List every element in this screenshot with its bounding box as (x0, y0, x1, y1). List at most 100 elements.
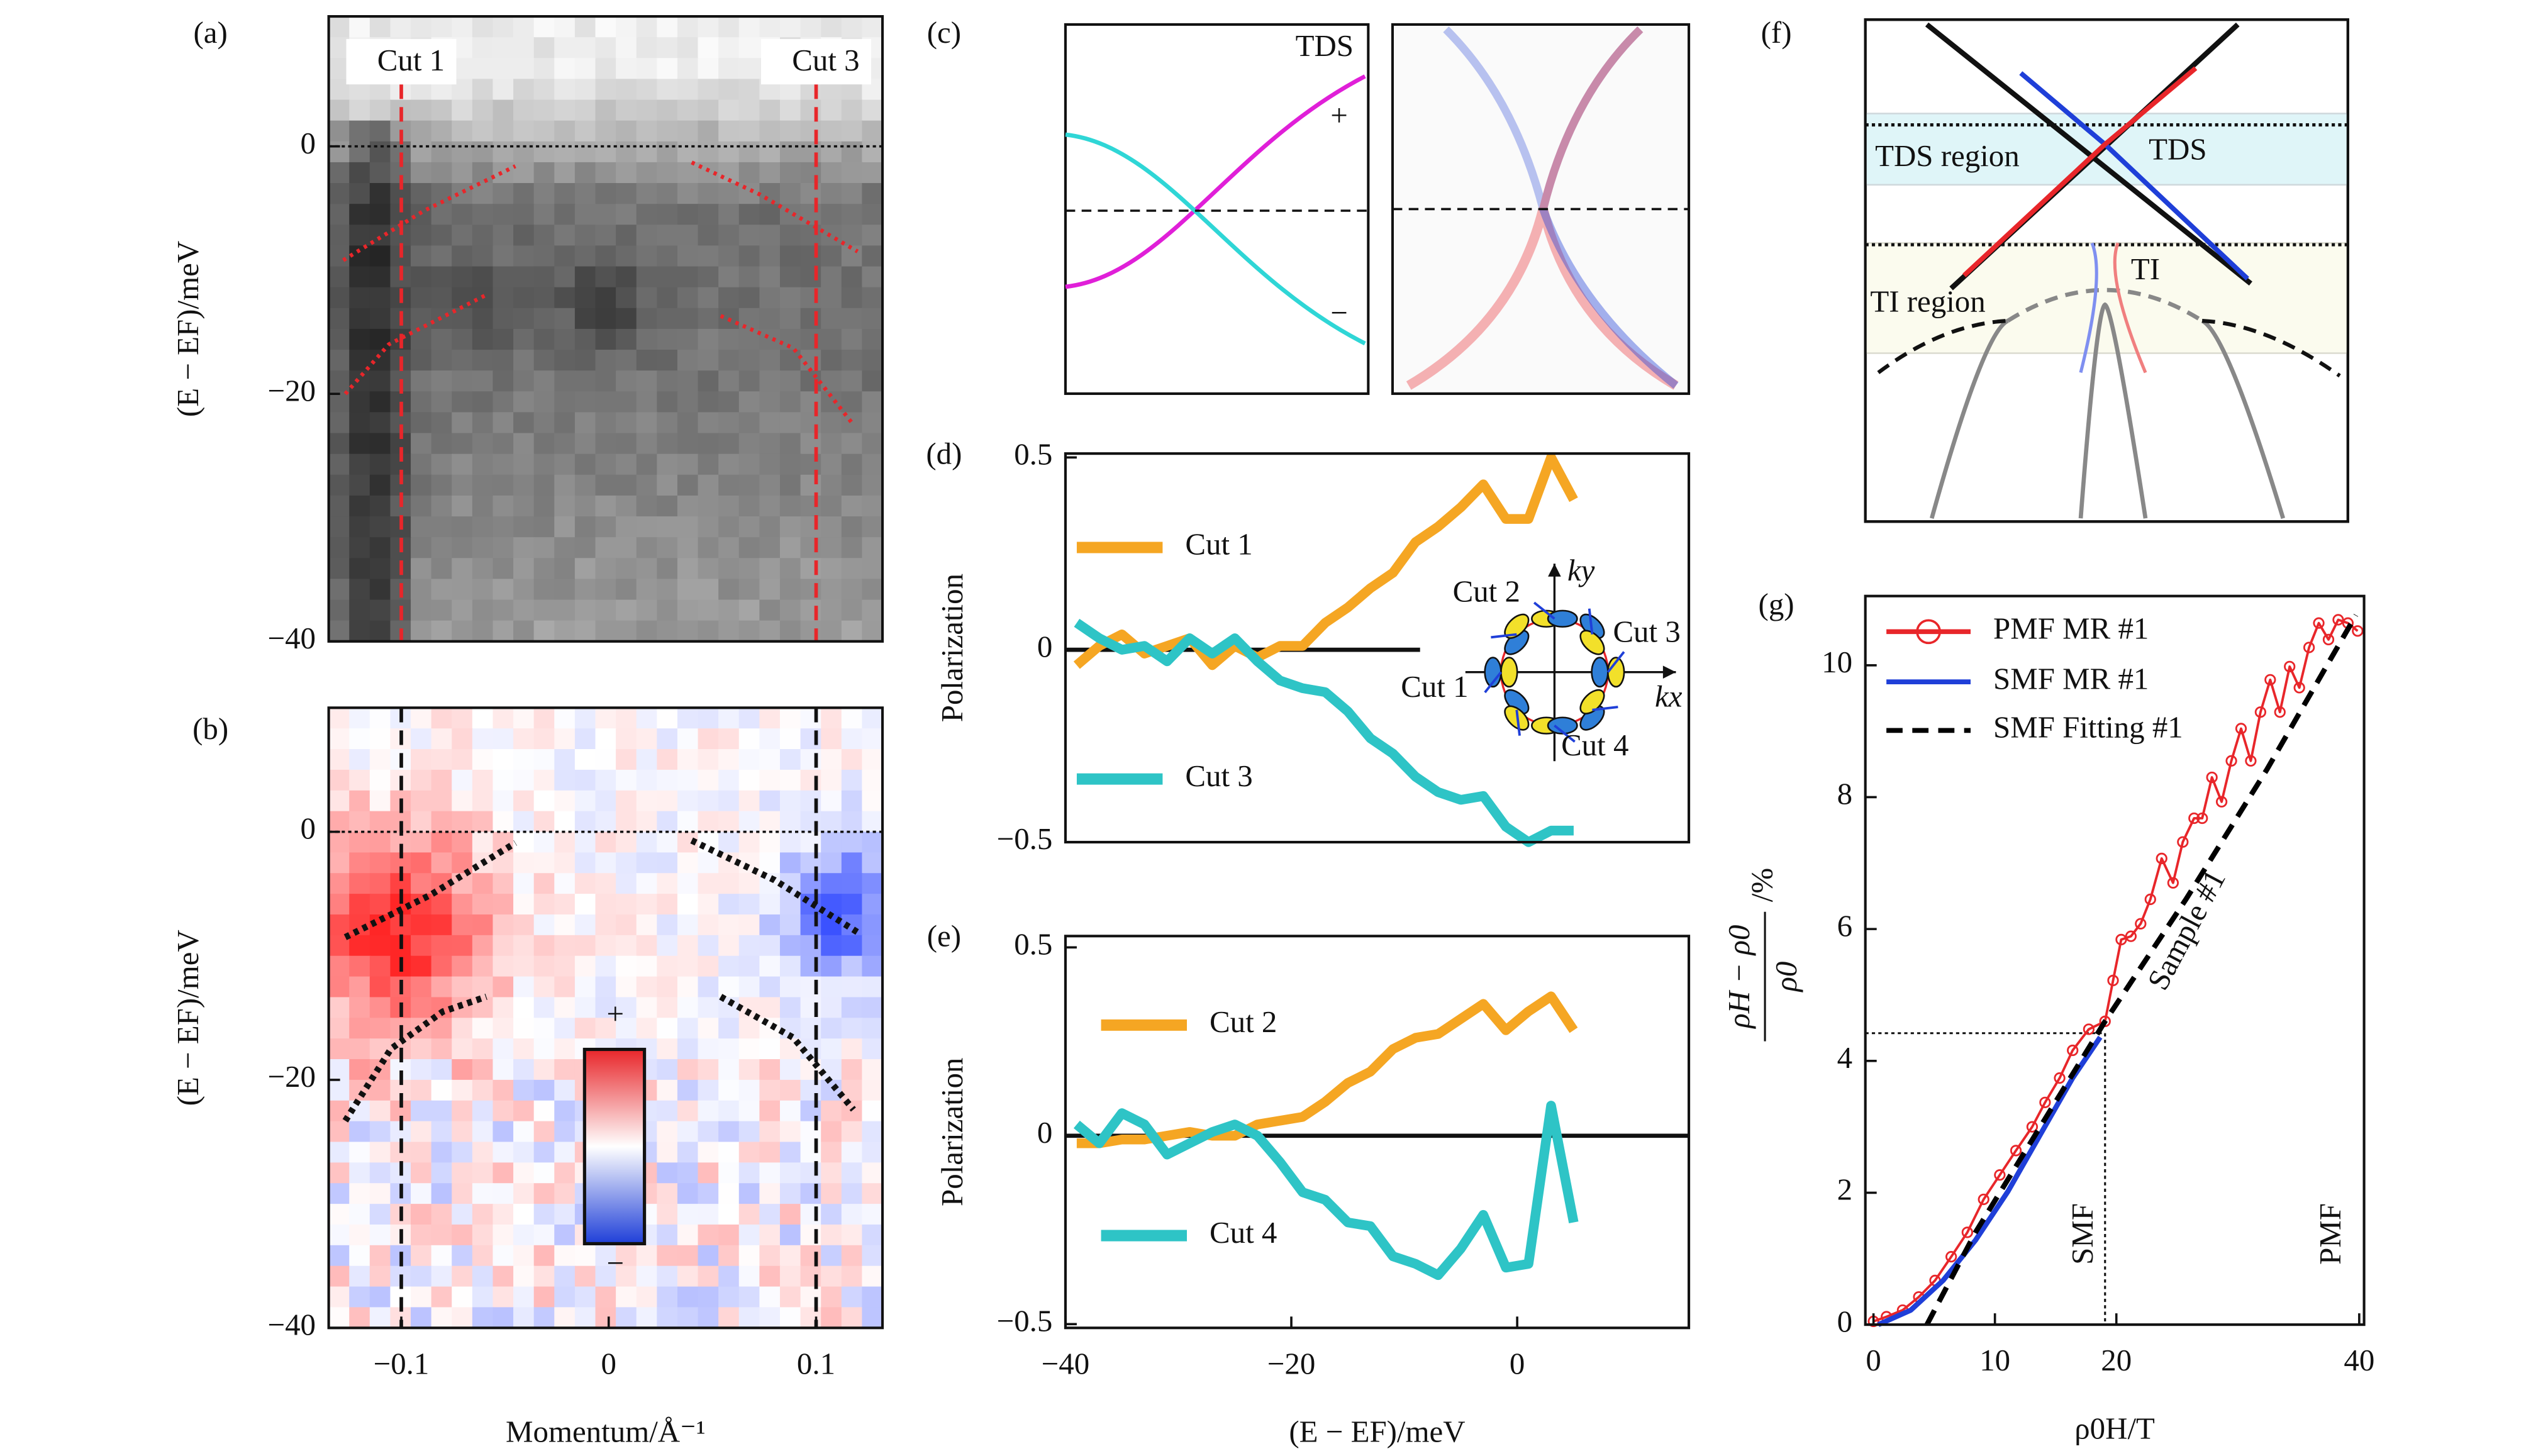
heatmap-cell (738, 433, 760, 455)
heatmap-cell (677, 790, 699, 813)
heatmap-cell (595, 37, 617, 59)
heatmap-cell (616, 141, 638, 164)
heatmap-cell (677, 1100, 699, 1123)
spin-arrow (1606, 651, 1625, 673)
heatmap-cell (718, 1142, 740, 1164)
heatmap-cell (759, 976, 781, 999)
heatmap-cell (369, 453, 391, 476)
heatmap-cell (452, 266, 474, 289)
heatmap-cell (841, 16, 863, 38)
heatmap-cell (349, 308, 371, 330)
heatmap-cell (779, 935, 802, 957)
heatmap-cell (616, 873, 638, 895)
heatmap-cell (698, 599, 720, 622)
heatmap-cell (328, 749, 350, 771)
heatmap-cell (452, 516, 474, 538)
heatmap-cell (657, 453, 679, 476)
heatmap-cell (759, 266, 781, 289)
heatmap-cell (698, 1204, 720, 1226)
heatmap-cell (657, 728, 679, 750)
heatmap-cell (677, 370, 699, 392)
heatmap-cell (616, 708, 638, 730)
heatmap-cell (616, 391, 638, 413)
data-line (1877, 1035, 2103, 1327)
heatmap-cell (472, 558, 494, 580)
heatmap-cell (759, 1162, 781, 1184)
heatmap-cell (779, 1265, 802, 1288)
heatmap-cell (800, 1224, 822, 1247)
heatmap-cell (759, 749, 781, 771)
heatmap-cell (574, 811, 597, 833)
heatmap-cell (677, 1079, 699, 1102)
heatmap-cell (718, 1183, 740, 1205)
heatmap-cell (492, 1307, 515, 1329)
heatmap-cell (595, 308, 617, 330)
heatmap-cell (595, 1265, 617, 1288)
heatmap-cell (862, 1059, 884, 1081)
heatmap-cell (472, 599, 494, 622)
heatmap-cell (574, 769, 597, 792)
heatmap-cell (862, 99, 884, 122)
heatmap-cell (411, 453, 433, 476)
heatmap-cell (677, 749, 699, 771)
band-curve (1065, 74, 1366, 289)
schematic-label: TDS region (1875, 138, 2020, 173)
data-point (2067, 1044, 2079, 1057)
heatmap-cell (657, 1286, 679, 1308)
heatmap-cell (533, 141, 555, 164)
heatmap-cell (554, 141, 576, 164)
heatmap-cell (841, 728, 863, 750)
heatmap-cell (677, 955, 699, 978)
heatmap-cell (821, 728, 843, 750)
orbital-lobe (1579, 689, 1605, 714)
heatmap-cell (759, 728, 781, 750)
heatmap-cell (369, 1121, 391, 1143)
heatmap-cell (779, 579, 802, 601)
heatmap-cell (390, 16, 412, 38)
heatmap-cell (452, 558, 474, 580)
heatmap-cell (595, 120, 617, 143)
heatmap-cell (513, 769, 535, 792)
heatmap-cell (779, 811, 802, 833)
heatmap-cell (657, 935, 679, 957)
heatmap-cell (718, 935, 740, 957)
heatmap-cell (841, 749, 863, 771)
heatmap-cell (574, 997, 597, 1019)
heatmap-cell (738, 1038, 760, 1060)
heatmap-cell (554, 474, 576, 497)
heatmap-cell (411, 1038, 433, 1060)
heatmap-cell (738, 308, 760, 330)
heatmap-cell (862, 852, 884, 874)
heatmap-cell (574, 225, 597, 247)
heatmap-cell (411, 328, 433, 351)
heatmap-cell (738, 350, 760, 372)
heatmap-cell (616, 37, 638, 59)
heatmap-cell (349, 1224, 371, 1247)
heatmap-cell (698, 37, 720, 59)
heatmap-cell (574, 708, 597, 730)
heatmap-cell (779, 474, 802, 497)
heatmap-cell (698, 370, 720, 392)
heatmap-cell (759, 1059, 781, 1081)
heatmap-cell (595, 894, 617, 916)
heatmap-cell (595, 558, 617, 580)
heatmap-cell (698, 266, 720, 289)
orbital-lobe (1500, 657, 1518, 688)
heatmap-cell (677, 997, 699, 1019)
heatmap-cell (698, 955, 720, 978)
heatmap-cell (841, 391, 863, 413)
heatmap-cell (636, 266, 658, 289)
heatmap-cell (574, 1018, 597, 1040)
heatmap-cell (513, 1121, 535, 1143)
heatmap-cell (779, 1142, 802, 1164)
heatmap-cell (800, 99, 822, 122)
heatmap-cell (554, 1286, 576, 1308)
data-line (719, 994, 856, 1112)
heatmap-cell (657, 894, 679, 916)
heatmap-cell (595, 183, 617, 205)
heatmap-cell (738, 579, 760, 601)
heatmap-cell (431, 1204, 453, 1226)
heatmap-cell (862, 935, 884, 957)
heatmap-cell (738, 914, 760, 936)
